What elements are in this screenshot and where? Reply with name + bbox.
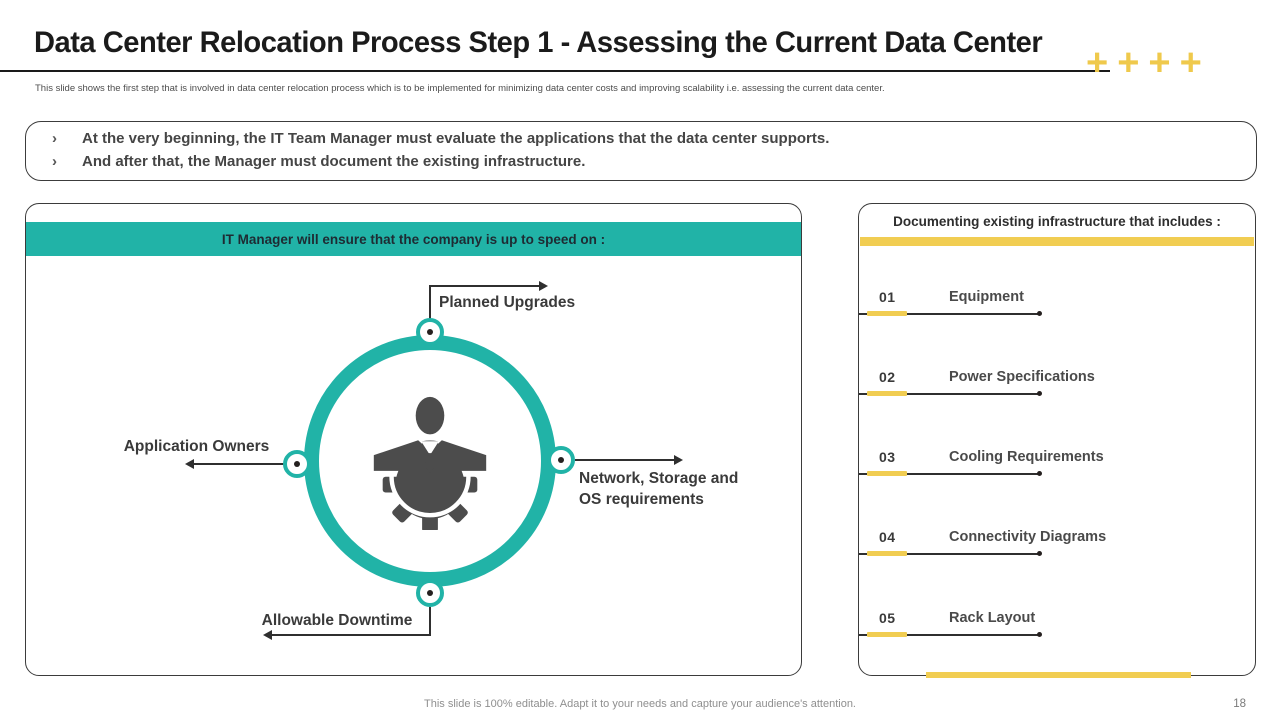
- node-circle-right: [547, 446, 575, 474]
- page-number: 18: [1233, 698, 1246, 710]
- item-line: [859, 473, 1039, 475]
- page-title: Data Center Relocation Process Step 1 - …: [34, 26, 1043, 59]
- item-number: 03: [879, 449, 896, 465]
- slide-subtitle: This slide shows the first step that is …: [35, 83, 885, 94]
- arrow-right-icon: [674, 455, 683, 465]
- item-label-power-specifications: Power Specifications: [949, 369, 1095, 385]
- it-manager-panel: IT Manager will ensure that the company …: [25, 203, 802, 676]
- item-yellow-marker: [867, 391, 907, 396]
- connector-line: [272, 634, 431, 636]
- item-line-dot: [1037, 551, 1042, 556]
- item-line-dot: [1037, 471, 1042, 476]
- item-line: [859, 553, 1039, 555]
- item-yellow-marker: [867, 632, 907, 637]
- spoke-label-planned-upgrades: Planned Upgrades: [439, 294, 576, 311]
- yellow-accent-bar-bottom: [926, 672, 1191, 678]
- chevron-bullet-icon: ›: [52, 153, 57, 170]
- arrow-left-icon: [185, 459, 194, 469]
- connector-line: [429, 607, 431, 636]
- item-line-dot: [1037, 391, 1042, 396]
- item-line: [859, 634, 1039, 636]
- title-underline: [0, 70, 1110, 72]
- key-points-box: › At the very beginning, the IT Team Man…: [25, 121, 1257, 181]
- spoke-label-network-storage-os: Network, Storage and OS requirements: [579, 470, 739, 508]
- item-label-connectivity-diagrams: Connectivity Diagrams: [949, 529, 1107, 545]
- infrastructure-panel-header: Documenting existing infrastructure that…: [893, 214, 1221, 229]
- connector-line: [194, 463, 284, 465]
- it-manager-panel-header: IT Manager will ensure that the company …: [26, 222, 801, 256]
- item-number: 02: [879, 369, 896, 385]
- node-circle-top: [416, 318, 444, 346]
- it-manager-panel-header-text: IT Manager will ensure that the company …: [221, 231, 606, 247]
- item-yellow-marker: [867, 551, 907, 556]
- item-line: [859, 393, 1039, 395]
- item-number: 05: [879, 610, 896, 626]
- item-yellow-marker: [867, 311, 907, 316]
- yellow-accent-bar-top: [860, 237, 1254, 246]
- bullet-item: › At the very beginning, the IT Team Man…: [52, 130, 1236, 153]
- bullet-item: › And after that, the Manager must docum…: [52, 153, 1236, 176]
- item-line-dot: [1037, 311, 1042, 316]
- plus-decoration-icon: ++++: [1086, 42, 1211, 84]
- arrow-right-icon: [539, 281, 548, 291]
- chevron-bullet-icon: ›: [52, 130, 57, 147]
- item-label-cooling-requirements: Cooling Requirements: [949, 449, 1104, 465]
- connector-line: [429, 285, 539, 287]
- node-circle-left: [283, 450, 311, 478]
- item-label-equipment: Equipment: [949, 289, 1024, 305]
- bullet-text: And after that, the Manager must documen…: [82, 153, 586, 170]
- spoke-label-application-owners: Application Owners: [123, 438, 270, 455]
- manager-gear-icon: [373, 396, 487, 530]
- node-dot: [427, 329, 433, 335]
- connector-line: [575, 459, 674, 461]
- item-label-rack-layout: Rack Layout: [949, 610, 1036, 626]
- node-dot: [294, 461, 300, 467]
- node-circle-bottom: [416, 579, 444, 607]
- node-dot: [558, 457, 564, 463]
- item-number: 04: [879, 529, 896, 545]
- item-number: 01: [879, 289, 896, 305]
- spoke-label-allowable-downtime: Allowable Downtime: [261, 612, 413, 629]
- item-line: [859, 313, 1039, 315]
- item-line-dot: [1037, 632, 1042, 637]
- connector-line: [429, 286, 431, 320]
- node-dot: [427, 590, 433, 596]
- footer-note: This slide is 100% editable. Adapt it to…: [424, 698, 856, 710]
- infrastructure-panel: Documenting existing infrastructure that…: [858, 203, 1256, 678]
- item-yellow-marker: [867, 471, 907, 476]
- bullet-text: At the very beginning, the IT Team Manag…: [82, 130, 830, 147]
- arrow-left-icon: [263, 630, 272, 640]
